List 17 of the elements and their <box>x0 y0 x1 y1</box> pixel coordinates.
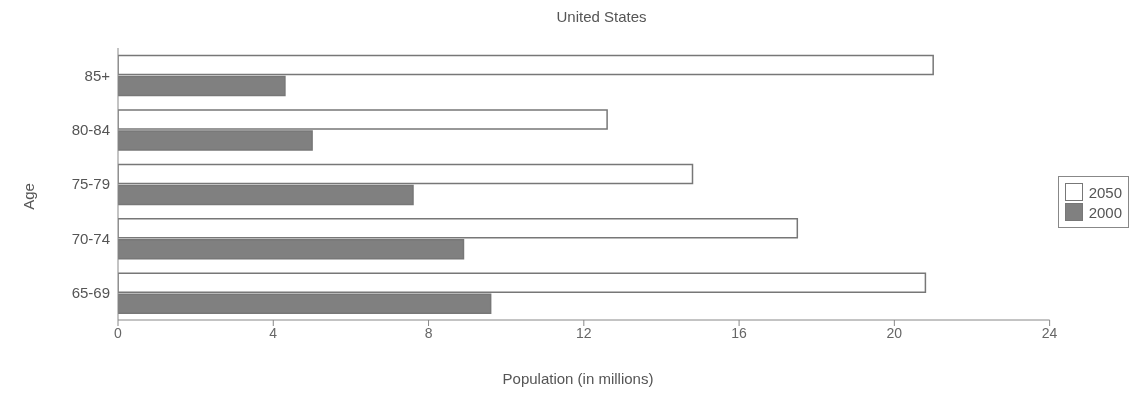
y-tick-label: 65-69 <box>71 284 110 302</box>
x-tick-label: 0 <box>114 324 123 341</box>
x-tick-label: 20 <box>886 324 903 341</box>
y-tick-label: 70-74 <box>71 229 110 247</box>
y-tick-label: 80-84 <box>71 120 110 138</box>
x-tick-label: 8 <box>424 324 433 341</box>
y-tick-label: 75-79 <box>71 175 110 193</box>
chart-title: United States <box>555 8 648 27</box>
x-tick-label: 16 <box>731 324 748 341</box>
x-axis-title: Population (in millions) <box>501 370 655 387</box>
y-tick-label: 85+ <box>84 66 111 84</box>
x-tick-label: 4 <box>269 324 278 341</box>
x-tick-label: 24 <box>1041 324 1058 341</box>
legend-label: 2000 <box>1088 203 1122 221</box>
y-axis-title: Age <box>19 182 37 212</box>
legend-label: 2050 <box>1088 183 1122 201</box>
x-tick-label: 12 <box>576 324 592 341</box>
